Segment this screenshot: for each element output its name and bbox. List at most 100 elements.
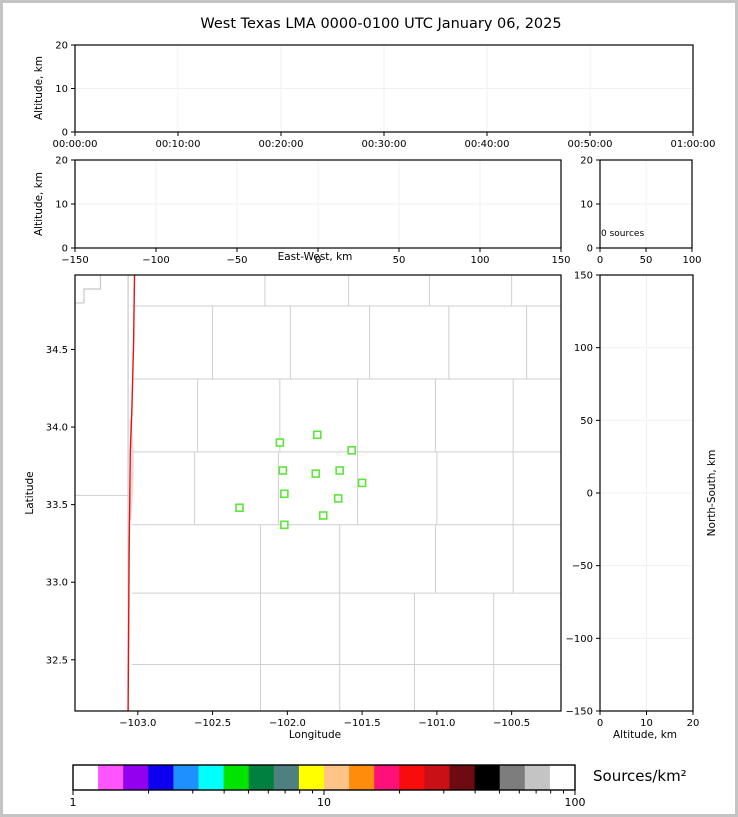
x-tick-label: −100.5 — [493, 718, 530, 729]
colorbar-segment — [374, 765, 400, 790]
colorbar-segment — [98, 765, 124, 790]
colorbar-segment — [549, 765, 576, 790]
colorbar-segment — [223, 765, 250, 790]
map-layers — [75, 275, 561, 711]
y-tick-label: 10 — [55, 84, 68, 95]
ns-panel-xlabel: Altitude, km — [612, 729, 677, 741]
station-marker — [335, 466, 344, 475]
y-tick-label: 10 — [580, 200, 593, 211]
colorbar-segment — [248, 765, 275, 790]
north-south-height-panel: 0 10 20 −150 −100 −50 0 50 100 150 — [566, 271, 700, 730]
y-tick-label: 0 — [587, 244, 593, 255]
colorbar-segment — [123, 765, 149, 790]
y-tick-label: 33.0 — [46, 578, 68, 589]
x-tick-label: 50 — [640, 255, 653, 266]
colorbar-segment — [298, 765, 325, 790]
y-tick-label: −100 — [566, 634, 593, 645]
figure-canvas: 00:00:00 00:10:00 00:20:00 00:30:00 00:40:00… — [46, 41, 716, 810]
station-marker — [235, 503, 244, 513]
ew-panel-ylabel: Altitude, km — [32, 171, 45, 237]
y-tick-label: 32.5 — [46, 655, 68, 666]
time-height-panel: 00:00:00 00:10:00 00:20:00 00:30:00 00:40:00… — [53, 41, 716, 151]
colorbar-segment — [273, 765, 300, 790]
plot-title: West Texas LMA 0000-0100 UTC January 06,… — [200, 16, 562, 32]
y-tick-label: 0 — [62, 128, 68, 139]
colorbar-segment — [173, 765, 199, 790]
x-tick-label: 00:50:00 — [568, 139, 613, 150]
colorbar-segment — [424, 765, 450, 790]
stepped-border-line — [75, 275, 102, 304]
x-tick-label: −150 — [61, 255, 88, 266]
station-marker — [280, 520, 289, 530]
y-tick-label: −150 — [566, 707, 593, 718]
county-boundaries — [75, 275, 561, 711]
colorbar-segment — [399, 765, 425, 790]
y-tick-label: 100 — [574, 343, 593, 354]
station-marker — [275, 438, 285, 447]
x-tick-label: 00:30:00 — [362, 139, 407, 150]
y-tick-label: −50 — [572, 561, 593, 572]
colorbar-tick-label: 10 — [317, 796, 331, 809]
x-tick-label: 00:40:00 — [465, 139, 510, 150]
x-tick-label: −101.5 — [344, 718, 381, 729]
x-tick-label: 00:20:00 — [259, 139, 304, 150]
x-tick-label: 100 — [682, 255, 701, 266]
panel-background — [75, 275, 561, 711]
x-tick-label: 0 — [597, 718, 603, 729]
colorbar-segment — [499, 765, 526, 790]
panel-frame — [74, 274, 562, 712]
y-tick-label: 0 — [62, 244, 68, 255]
station-marker — [312, 430, 322, 440]
x-tick-label: −102.0 — [269, 718, 306, 729]
colorbar-segment — [198, 765, 225, 790]
x-tick-label: 0 — [597, 255, 603, 266]
x-tick-label: 20 — [687, 718, 700, 729]
colorbar-segment — [449, 765, 476, 790]
zero-sources-annotation: 0 sources — [601, 229, 645, 239]
colorbar-tick-label: 100 — [565, 796, 586, 809]
y-tick-label: 20 — [580, 156, 593, 167]
colorbar-frame — [72, 764, 576, 791]
x-tick-label: 10 — [640, 718, 653, 729]
x-tick-label: −101.0 — [418, 718, 455, 729]
station-marker — [318, 511, 328, 520]
colorbar-segment — [324, 765, 350, 790]
lma-stations — [235, 430, 367, 530]
ew-panel-xlabel: East-West, km — [277, 251, 353, 263]
station-marker — [333, 494, 343, 503]
colorbar-segment — [73, 765, 99, 790]
x-tick-label: 50 — [393, 255, 406, 266]
y-tick-label: 150 — [574, 271, 593, 282]
x-tick-label: 150 — [551, 255, 570, 266]
y-tick-label: 33.5 — [46, 500, 68, 511]
y-tick-label: 20 — [55, 156, 68, 167]
y-tick-label: 50 — [580, 416, 593, 427]
x-tick-label: 0 — [315, 255, 321, 266]
x-tick-label: 100 — [470, 255, 489, 266]
y-tick-label: 34.0 — [46, 423, 68, 434]
time-panel-ylabel: Altitude, km — [32, 55, 45, 121]
colorbar-segment — [349, 765, 375, 790]
station-marker — [311, 469, 321, 478]
highway-red-line — [127, 275, 136, 711]
colorbar-label: Sources/km² — [593, 767, 687, 785]
station-marker — [357, 478, 367, 488]
map-ylabel: Latitude — [23, 471, 36, 515]
ns-panel-ylabel: North-South, km — [705, 449, 718, 537]
station-marker — [280, 489, 289, 499]
colorbar: 1 10 100 — [70, 764, 586, 809]
y-tick-label: 10 — [55, 200, 68, 211]
x-tick-label: −103.0 — [119, 718, 156, 729]
altitude-histogram-panel: 0 50 100 0 10 20 — [580, 156, 701, 267]
plan-view-map-panel: −103.0 −102.5 −102.0 −101.5 −101.0 −100.5 32.5… — [46, 274, 562, 729]
colorbar-tick-label: 1 — [70, 796, 77, 809]
station-marker — [278, 466, 288, 475]
x-tick-label: −50 — [226, 255, 247, 266]
map-xlabel: Longitude — [288, 729, 342, 741]
colorbar-segment — [474, 765, 501, 790]
y-tick-label: 34.5 — [46, 345, 68, 356]
x-tick-label: 00:00:00 — [53, 139, 98, 150]
colorbar-segment — [148, 765, 174, 790]
x-tick-label: −102.5 — [194, 718, 231, 729]
